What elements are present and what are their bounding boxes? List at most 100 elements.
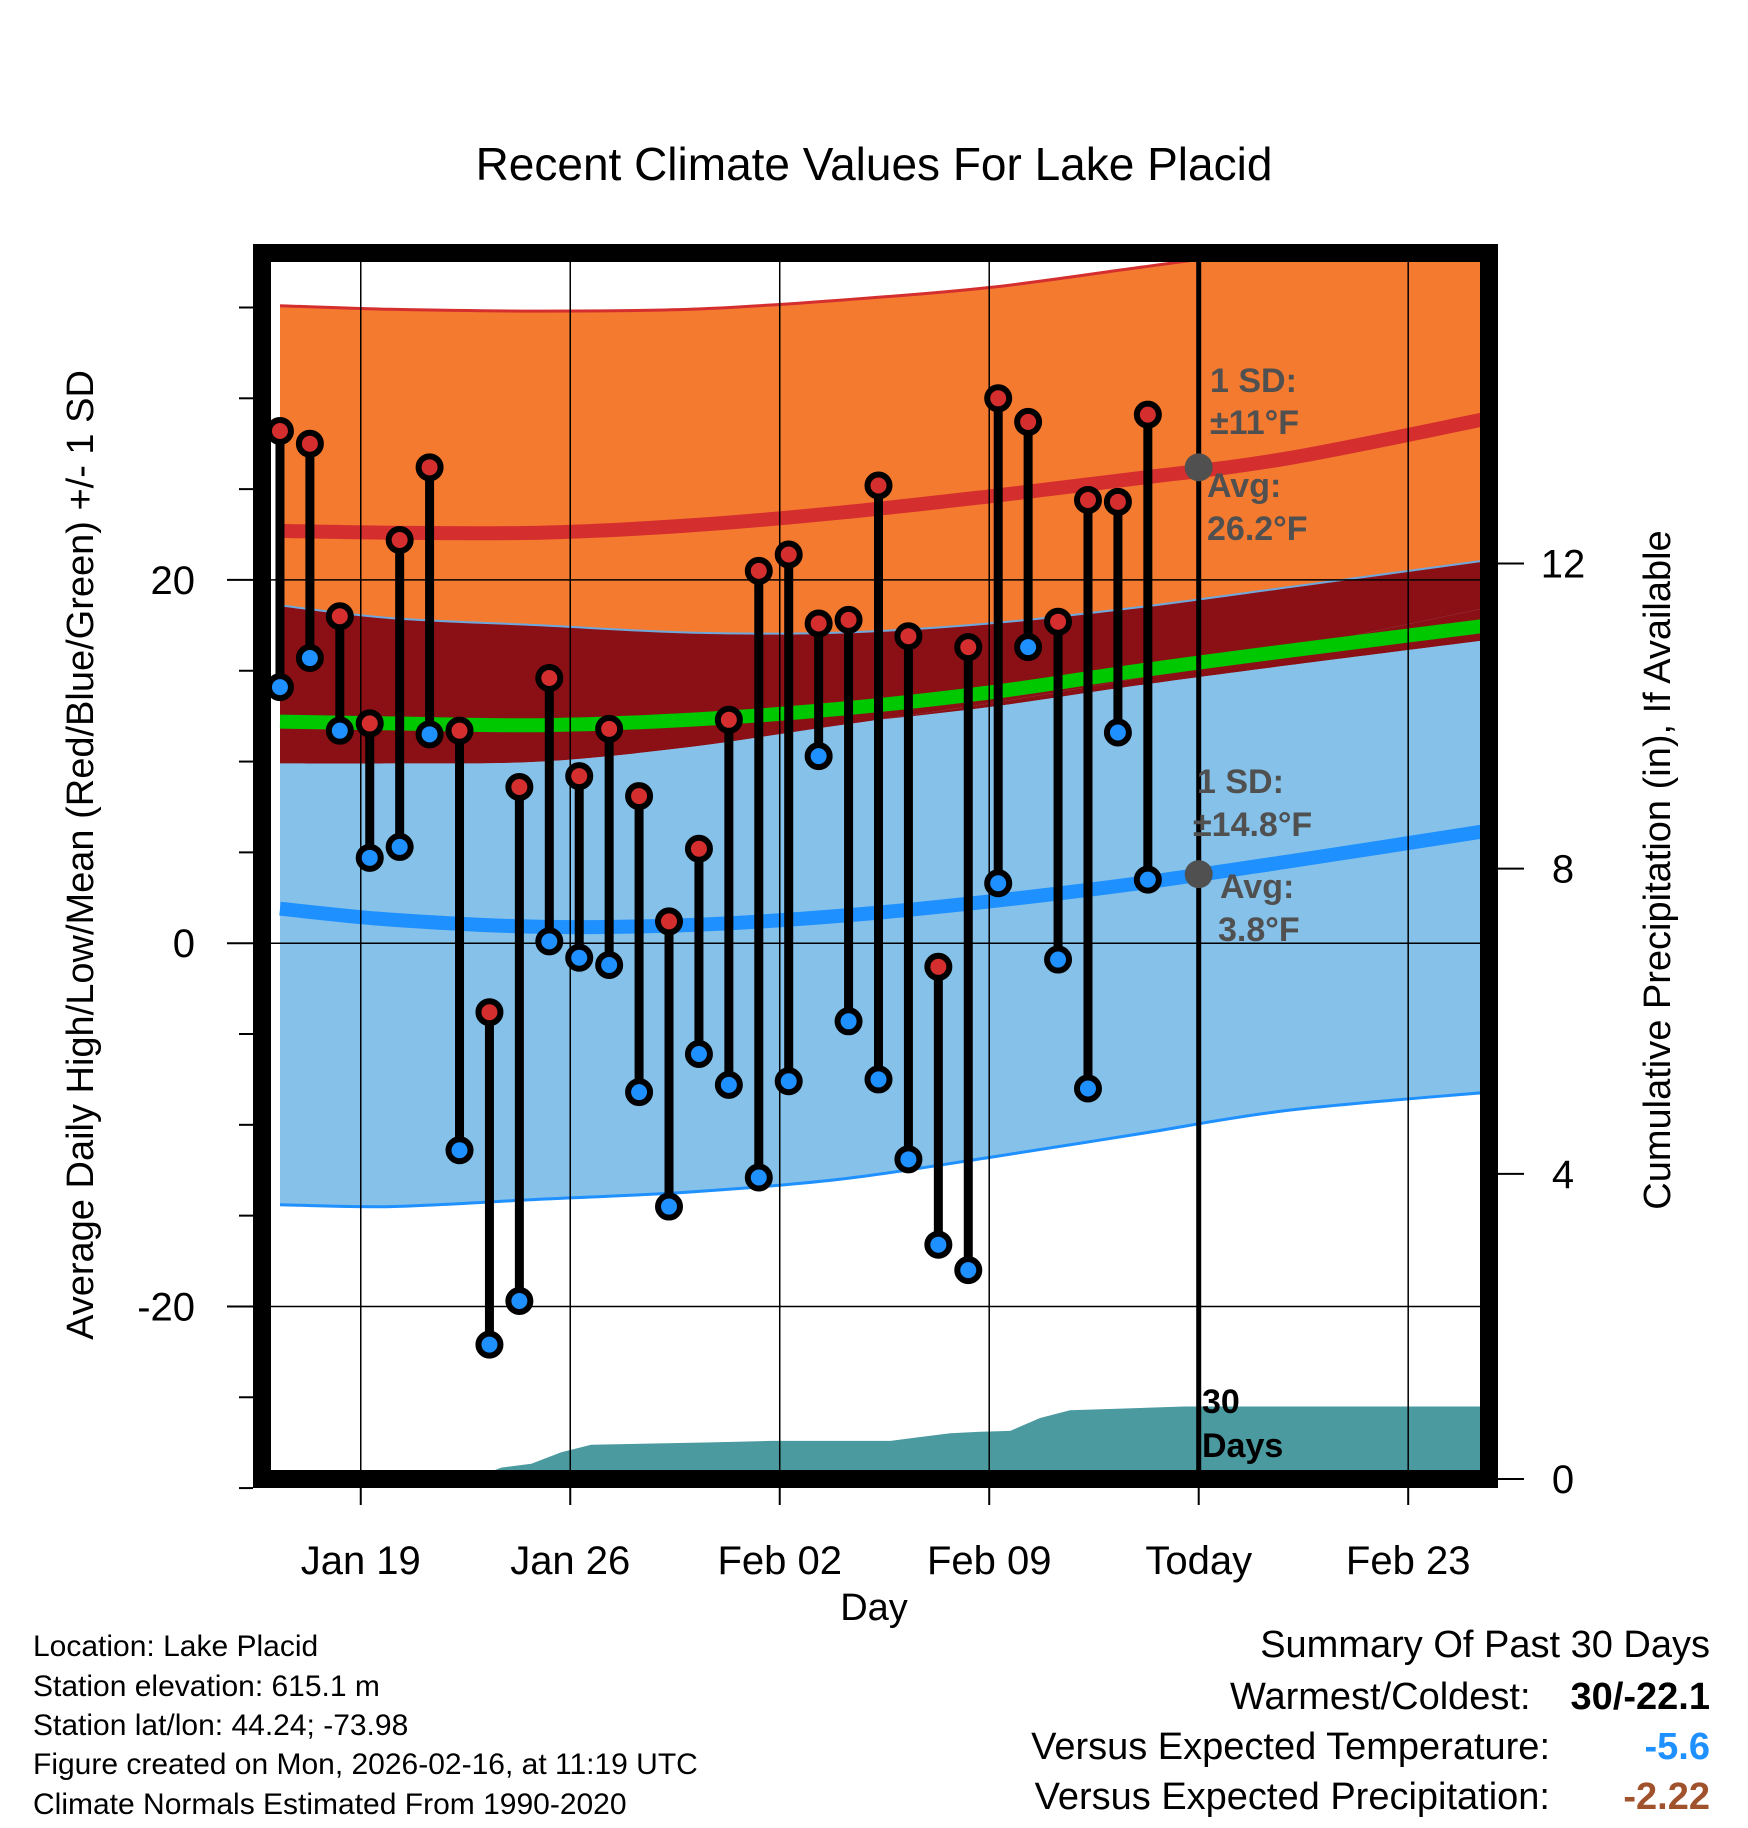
- daily-high-point: [954, 633, 983, 662]
- daily-low-point: [924, 1230, 953, 1259]
- y-axis-title-left: Average Daily High/Low/Mean (Red/Blue/Gr…: [60, 370, 102, 1340]
- info-elevation: Station elevation: 615.1 m: [33, 1670, 380, 1703]
- daily-low-point: [1073, 1074, 1102, 1103]
- daily-low-point: [625, 1078, 654, 1107]
- x-tick-label: Feb 23: [1346, 1539, 1471, 1583]
- daily-low-point: [894, 1145, 923, 1174]
- daily-low-point: [415, 720, 444, 749]
- daily-high-point: [1014, 407, 1043, 436]
- x-tick-label: Jan 26: [510, 1539, 630, 1583]
- daily-low-point: [1044, 945, 1073, 974]
- daily-high-point: [475, 998, 504, 1027]
- daily-high-point: [984, 384, 1013, 413]
- daily-low-point: [355, 843, 384, 872]
- daily-high-point: [415, 453, 444, 482]
- today-low-normal-marker: [1184, 860, 1213, 889]
- daily-high-point: [595, 714, 624, 743]
- daily-low-point: [595, 950, 624, 979]
- summary-precip-row: Versus Expected Precipitation: -2.22: [1035, 1776, 1710, 1819]
- plot-area: 1 SD: ±11°F Avg: 26.2°F 1 SD: ±14.8°F Avg: 3.8°…: [262, 253, 1489, 1479]
- daily-high-point: [385, 525, 414, 554]
- daily-high-point: [804, 609, 833, 638]
- summary-temp-value: -5.6: [1644, 1726, 1710, 1768]
- annot-high-avg: Avg:: [1207, 467, 1281, 505]
- y-tick-label-left: 0: [173, 922, 195, 966]
- overlap-band: [280, 560, 1489, 764]
- axes: Jan 19 Jan 26 Feb 02 Feb 09 Today Feb 23 -20 0 2…: [137, 244, 1586, 1583]
- summary-temp-label: Versus Expected Temperature:: [1031, 1726, 1550, 1768]
- daily-low-point: [954, 1256, 983, 1285]
- daily-low-point: [1014, 633, 1043, 662]
- summary-warmest-value: 30/-22.1: [1570, 1676, 1710, 1718]
- x-tick-label: Feb 09: [927, 1539, 1052, 1583]
- daily-high-point: [714, 705, 743, 734]
- annot-days-word: Days: [1202, 1427, 1283, 1465]
- summary-warmest-label: Warmest/Coldest:: [1229, 1676, 1531, 1718]
- daily-high-point: [565, 762, 594, 791]
- annot-low-sd: 1 SD:: [1197, 763, 1284, 801]
- annot-high-avg-value: 26.2°F: [1207, 510, 1308, 548]
- daily-low-point: [684, 1039, 713, 1068]
- daily-low-point: [535, 927, 564, 956]
- daily-low-point: [744, 1163, 773, 1192]
- daily-high-point: [924, 952, 953, 981]
- daily-low-point: [714, 1070, 743, 1099]
- daily-high-point: [625, 782, 654, 811]
- info-location: Location: Lake Placid: [33, 1630, 319, 1663]
- x-axis-title: Day: [840, 1587, 908, 1629]
- daily-low-point: [265, 673, 294, 702]
- x-tick-label: Today: [1145, 1539, 1252, 1583]
- precip-area: [279, 1406, 1489, 1479]
- plot-content: 1 SD: ±11°F Avg: 26.2°F 1 SD: ±14.8°F Avg: 3.8°…: [262, 253, 1489, 1479]
- info-latlon: Station lat/lon: 44.24; -73.98: [33, 1709, 409, 1742]
- high-sd-band: [280, 253, 1489, 634]
- y-tick-label-right: 8: [1552, 848, 1574, 892]
- annot-high-sd: 1 SD:: [1210, 362, 1297, 400]
- daily-high-point: [834, 605, 863, 634]
- daily-high-point: [265, 416, 294, 445]
- x-tick-label: Jan 19: [301, 1539, 421, 1583]
- daily-low-point: [984, 869, 1013, 898]
- info-normals: Climate Normals Estimated From 1990-2020: [33, 1788, 627, 1821]
- annot-low-sd-value: ±14.8°F: [1193, 806, 1312, 844]
- daily-high-point: [684, 834, 713, 863]
- annot-high-sd-value: ±11°F: [1210, 404, 1299, 442]
- chart-title: Recent Climate Values For Lake Placid: [476, 138, 1273, 190]
- daily-low-point: [385, 832, 414, 861]
- summary-warmest-row: Warmest/Coldest: 30/-22.1: [1230, 1676, 1710, 1719]
- summary-temp-row: Versus Expected Temperature: -5.6: [1031, 1726, 1710, 1769]
- daily-high-point: [864, 471, 893, 500]
- daily-high-point: [325, 602, 354, 631]
- summary-heading: Summary Of Past 30 Days: [1260, 1624, 1710, 1666]
- daily-high-point: [744, 556, 773, 585]
- daily-low-point: [325, 716, 354, 745]
- daily-high-point: [355, 709, 384, 738]
- daily-low-point: [1103, 718, 1132, 747]
- daily-high-point: [1044, 607, 1073, 636]
- daily-high-point: [1133, 400, 1162, 429]
- y-tick-label-right: 12: [1541, 543, 1586, 587]
- x-tick-label: Feb 02: [717, 1539, 842, 1583]
- daily-low-point: [834, 1007, 863, 1036]
- daily-low-point: [655, 1192, 684, 1221]
- daily-high-point: [1103, 487, 1132, 516]
- daily-high-point: [894, 622, 923, 651]
- y-tick-label-right: 4: [1552, 1153, 1574, 1197]
- daily-low-point: [475, 1330, 504, 1359]
- annot-low-avg-value: 3.8°F: [1218, 911, 1300, 949]
- daily-high-point: [295, 429, 324, 458]
- daily-high-point: [655, 907, 684, 936]
- y-tick-label-right: 0: [1552, 1458, 1574, 1502]
- plot-frame: [253, 244, 1498, 1488]
- annot-low-avg: Avg:: [1220, 868, 1294, 906]
- daily-low-point: [864, 1065, 893, 1094]
- daily-low-point: [1133, 865, 1162, 894]
- info-created: Figure created on Mon, 2026-02-16, at 11…: [33, 1748, 698, 1781]
- daily-low-point: [565, 943, 594, 972]
- high-upper-edge: [279, 253, 1258, 313]
- y-axis-title-right: Cumulative Precipitation (in), If Availa…: [1637, 530, 1679, 1209]
- daily-low-point: [774, 1067, 803, 1096]
- daily-low-point: [295, 644, 324, 673]
- summary-precip-value: -2.22: [1623, 1776, 1710, 1818]
- daily-low-point: [445, 1136, 474, 1165]
